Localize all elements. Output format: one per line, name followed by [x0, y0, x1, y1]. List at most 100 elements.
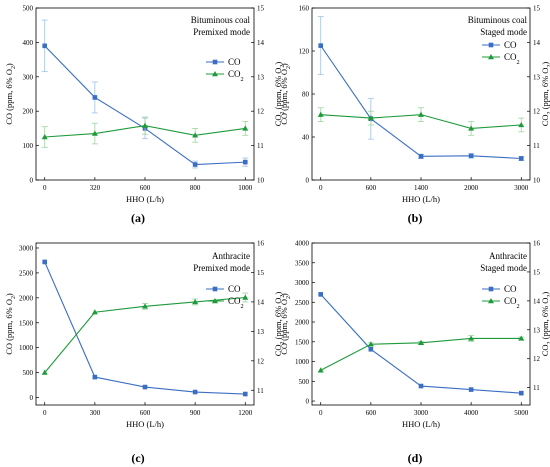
x-tick-label: 900: [190, 409, 201, 417]
data-point: [41, 134, 48, 140]
series-co2: [41, 292, 249, 375]
y-left-tick-label: 0: [30, 394, 34, 402]
fuel-label: Anthracite: [489, 251, 527, 261]
data-point: [242, 294, 249, 300]
series-co2: [41, 116, 249, 148]
x-tick-label: 0: [43, 409, 47, 417]
y-right-tick-label: 13: [257, 73, 265, 81]
data-point: [518, 121, 525, 128]
y-right-tick-label: 14: [533, 39, 541, 47]
y-left-tick-label: 300: [23, 73, 34, 81]
y-right-tick-label: 14: [533, 297, 541, 305]
x-axis-label: HHO (L/h): [402, 194, 440, 204]
legend: CO CO2: [206, 284, 244, 310]
chart-panel-3: 0 300 600 900 1200 0 500 1000 1500 2000 2500 3000 11…: [4, 240, 286, 466]
series-co: [318, 292, 524, 396]
x-tick-label: 1200: [238, 409, 253, 417]
data-point: [318, 43, 324, 48]
legend-label: CO: [504, 284, 517, 294]
x-tick-label: 4000: [464, 409, 479, 417]
data-point: [418, 383, 424, 389]
y-right-tick-label: 15: [257, 269, 265, 277]
legend-label: CO2: [504, 296, 520, 310]
chart-panel-4: 0 600 3000 4000 5000 0 500 1000 1500 2000 2500 3000…: [279, 240, 550, 466]
y-right-axis-label: CO2 (ppm, 6% O2): [273, 62, 286, 127]
legend-label: CO: [504, 40, 517, 50]
data-point: [92, 374, 98, 380]
x-tick-label: 300: [90, 409, 101, 417]
chart-panel-2: 0 600 1400 2000 3000 0 40 80 120 160 10 11 12 13 14 15 H…: [279, 5, 550, 226]
y-left-tick-label: 1500: [19, 319, 34, 327]
y-left-tick-label: 3000: [19, 244, 34, 252]
legend-marker: [488, 42, 494, 48]
y-left-tick-label: 200: [23, 108, 34, 116]
x-tick-label: 600: [366, 409, 377, 417]
y-right-tick-label: 10: [533, 177, 541, 185]
y-left-tick-label: 1000: [19, 344, 34, 352]
legend-marker: [212, 71, 218, 77]
data-point: [242, 391, 248, 397]
series-co2: [317, 107, 525, 136]
data-point: [41, 369, 48, 375]
y-left-tick-label: 0: [30, 177, 34, 185]
y-left-tick-label: 2500: [19, 269, 34, 277]
panel-label: (d): [408, 451, 423, 465]
y-left-tick-label: 1500: [295, 338, 310, 346]
y-right-tick-label: 15: [533, 268, 541, 276]
y-left-axis-label: CO (ppm, 6% O2): [279, 63, 292, 125]
data-point: [42, 43, 48, 49]
x-axis-label: HHO (L/h): [126, 419, 164, 429]
y-right-tick-label: 12: [533, 108, 541, 116]
data-point: [418, 111, 424, 117]
legend-marker: [488, 286, 494, 292]
data-point: [142, 384, 148, 390]
data-point: [242, 159, 248, 165]
y-right-tick-label: 16: [257, 240, 265, 248]
legend-marker: [488, 54, 494, 60]
mode-label: Premixed mode: [193, 27, 250, 37]
legend-label: CO2: [228, 296, 244, 310]
legend: CO CO2: [206, 57, 244, 83]
data-point: [192, 389, 198, 395]
panel-label: (c): [131, 451, 144, 465]
x-axis-label: HHO (L/h): [402, 419, 440, 429]
y-right-tick-label: 10: [257, 177, 265, 185]
legend-marker: [488, 298, 494, 304]
x-tick-label: 1400: [414, 184, 429, 192]
y-right-tick-label: 12: [257, 108, 265, 116]
data-point: [518, 390, 524, 396]
series-co2: [317, 335, 525, 373]
y-right-axis-label: CO2 (ppm, 6% O2): [540, 292, 550, 357]
data-point: [468, 387, 474, 392]
y-left-tick-label: 500: [299, 378, 310, 386]
data-point: [317, 367, 324, 373]
y-left-tick-label: 500: [23, 5, 34, 13]
y-right-tick-label: 14: [257, 39, 265, 47]
data-point: [317, 111, 324, 117]
mode-label: Staged mode: [480, 27, 527, 37]
y-right-tick-label: 11: [257, 142, 264, 150]
y-left-tick-label: 80: [302, 91, 310, 99]
y-left-tick-label: 1000: [295, 358, 310, 366]
legend: CO CO2: [482, 40, 520, 66]
y-left-tick-label: 2000: [295, 319, 310, 327]
series-co: [42, 259, 248, 397]
data-point: [42, 259, 48, 265]
y-left-tick-label: 0: [306, 398, 310, 406]
series-co: [317, 16, 525, 162]
panel-label: (a): [131, 211, 145, 225]
x-tick-label: 2000: [464, 184, 479, 192]
y-left-axis-label: CO (ppm, 6% O2): [4, 293, 17, 355]
y-right-tick-label: 11: [533, 142, 540, 150]
y-left-tick-label: 3500: [295, 259, 310, 267]
y-right-tick-label: 12: [257, 357, 265, 365]
y-right-tick-label: 16: [533, 240, 541, 248]
y-left-tick-label: 160: [299, 5, 310, 13]
legend-marker: [212, 286, 218, 292]
data-point: [468, 125, 475, 131]
x-tick-label: 320: [90, 184, 101, 192]
data-point: [518, 335, 525, 341]
y-left-tick-label: 3000: [295, 279, 310, 287]
data-point: [368, 346, 374, 352]
series-co: [41, 19, 249, 169]
